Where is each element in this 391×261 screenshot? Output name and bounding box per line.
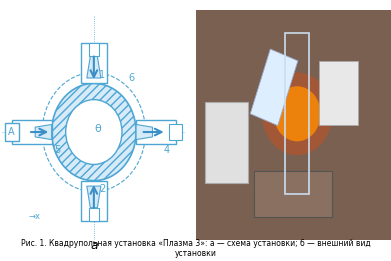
Bar — [319, 61, 358, 125]
Text: →x: →x — [28, 211, 40, 221]
Polygon shape — [87, 56, 101, 78]
Text: 1: 1 — [99, 70, 105, 80]
Polygon shape — [136, 124, 152, 140]
Circle shape — [66, 100, 122, 164]
Circle shape — [274, 86, 321, 141]
Text: θ: θ — [94, 124, 101, 134]
Bar — [89, 208, 99, 221]
Bar — [81, 181, 107, 221]
Text: а: а — [90, 239, 98, 252]
Bar — [205, 102, 248, 183]
Circle shape — [262, 73, 332, 155]
Text: 6: 6 — [128, 73, 135, 83]
Bar — [5, 123, 19, 141]
Text: А: А — [9, 127, 15, 137]
Bar — [89, 43, 99, 56]
Bar — [254, 171, 332, 217]
Text: 5: 5 — [54, 145, 61, 155]
Bar — [12, 120, 52, 144]
Polygon shape — [87, 186, 101, 208]
Text: 2: 2 — [99, 184, 105, 194]
Text: Рис. 1. Квадрупольная установка «Плазма 3»: а — схема установки; б — внешний вид: Рис. 1. Квадрупольная установка «Плазма … — [21, 239, 370, 258]
Circle shape — [52, 84, 136, 181]
Bar — [81, 43, 107, 84]
Text: 4: 4 — [163, 145, 170, 155]
Bar — [169, 124, 182, 140]
Bar — [136, 120, 176, 144]
Bar — [285, 33, 309, 194]
Bar — [250, 49, 298, 126]
Polygon shape — [35, 124, 52, 140]
